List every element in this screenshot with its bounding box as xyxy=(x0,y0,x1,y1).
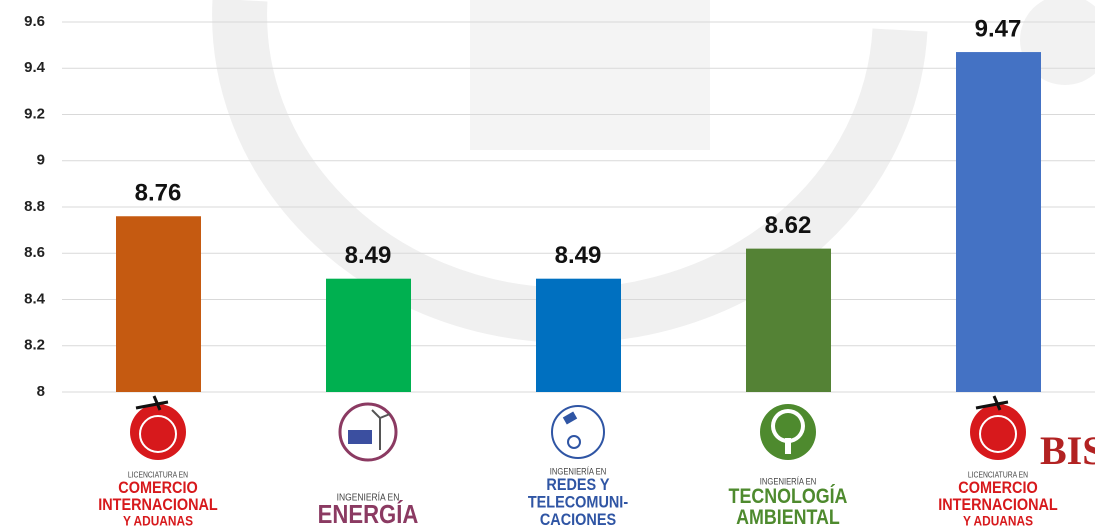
bar xyxy=(746,249,831,392)
value-label: 8.62 xyxy=(765,212,812,239)
value-label: 8.49 xyxy=(345,242,392,269)
logo-circle xyxy=(552,406,604,458)
category-logo xyxy=(130,396,186,460)
x-tick-label: CACIONES xyxy=(540,511,616,529)
value-label: 9.47 xyxy=(975,15,1022,42)
logo-trunk xyxy=(785,438,791,454)
category-logo xyxy=(970,396,1026,460)
category-logo xyxy=(340,404,396,460)
x-tick-label: Y ADUANAS xyxy=(123,512,193,528)
logo-tree-inner xyxy=(775,413,801,439)
value-label: 8.49 xyxy=(555,242,602,269)
x-tick-label: ENERGÍA xyxy=(318,499,419,529)
y-tick-label: 9.2 xyxy=(24,105,45,122)
bar xyxy=(536,279,621,392)
x-tick-label: Y ADUANAS xyxy=(963,512,1033,528)
chart: 88.28.48.68.899.29.49.68.76LICENCIATURA … xyxy=(0,0,1095,531)
y-tick-label: 9 xyxy=(37,152,45,169)
x-tick-label: COMERCIO xyxy=(958,479,1037,497)
brand-logo-text: BIS xyxy=(1040,428,1095,473)
y-tick-label: 8 xyxy=(37,383,45,400)
y-tick-label: 9.6 xyxy=(24,13,45,30)
x-tick-label: AMBIENTAL xyxy=(736,506,840,530)
y-tick-label: 8.8 xyxy=(24,198,45,215)
category-logo xyxy=(552,406,604,458)
y-tick-label: 9.4 xyxy=(24,59,46,76)
logo-panel xyxy=(348,430,372,444)
y-tick-label: 8.4 xyxy=(24,290,46,307)
x-tick-label: INGENIERÍA EN xyxy=(550,466,606,477)
x-tick-label: TELECOMUNI- xyxy=(528,494,628,512)
bar xyxy=(326,279,411,392)
y-tick-label: 8.2 xyxy=(24,337,45,354)
y-tick-label: 8.6 xyxy=(24,244,45,261)
x-tick-label: REDES Y xyxy=(546,476,610,494)
x-tick-label: COMERCIO xyxy=(118,479,197,497)
bar xyxy=(116,216,201,392)
category-logo xyxy=(760,404,816,460)
value-label: 8.76 xyxy=(135,180,182,207)
bar xyxy=(956,52,1041,392)
